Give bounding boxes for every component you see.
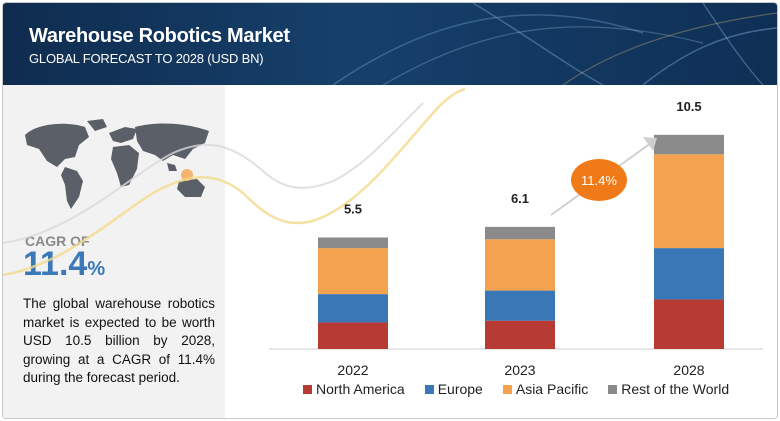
legend-label: Europe	[437, 381, 483, 397]
bar-2028-europe	[654, 248, 724, 300]
chart-legend: North America Europe Asia Pacific Rest of t…	[303, 381, 749, 397]
legend-item-north-america: North America	[303, 381, 405, 397]
bar-2023-north-america	[485, 320, 555, 349]
light-streaks-decoration	[332, 3, 777, 85]
bar-2022-asia-pacific	[318, 248, 388, 295]
cagr-value: 11.4%	[23, 245, 105, 284]
total-label-2028: 10.5	[676, 99, 701, 114]
page-subtitle: GLOBAL FORECAST TO 2028 (USD BN)	[29, 51, 264, 66]
bar-2023-europe	[485, 290, 555, 321]
bar-2022-north-america	[318, 322, 388, 349]
world-map-icon	[25, 119, 209, 209]
bar-2023-rest-of-the-world	[485, 226, 555, 240]
cagr-bubble	[571, 159, 627, 201]
x-tick-label-2022: 2022	[337, 362, 368, 378]
bar-2022-europe	[318, 294, 388, 323]
stacked-bar-chart: 2022 2023 2028 5.5 6.1 10.5 11.4%	[3, 87, 763, 378]
x-tick-label-2028: 2028	[673, 362, 704, 378]
cagr-unit: %	[87, 258, 106, 280]
header-banner: Warehouse Robotics Market GLOBAL FORECAS…	[3, 3, 777, 85]
legend-swatch	[608, 384, 618, 394]
cagr-bubble-label: 11.4%	[581, 173, 617, 188]
legend-swatch	[502, 384, 512, 394]
legend-label: Rest of the World	[621, 381, 730, 397]
decorative-swoosh-gold	[3, 87, 466, 277]
bar-2023-asia-pacific	[485, 239, 555, 291]
cagr-label: CAGR OF	[25, 233, 90, 249]
legend-item-europe: Europe	[424, 381, 483, 397]
total-label-2022: 5.5	[344, 201, 362, 216]
bar-2022-rest-of-the-world	[318, 237, 388, 249]
x-tick-label-2023: 2023	[504, 362, 535, 378]
growth-arrow-head-icon	[643, 137, 657, 151]
cagr-number: 11.4	[23, 245, 88, 283]
legend-swatch	[303, 384, 312, 394]
bar-2028-north-america	[654, 299, 724, 349]
bar-2028-asia-pacific	[654, 154, 724, 249]
page-title: Warehouse Robotics Market	[29, 25, 290, 47]
legend-swatch	[424, 384, 434, 394]
market-description: The global warehouse robotics market is …	[23, 296, 215, 385]
legend-label: North America	[316, 381, 405, 397]
total-label-2023: 6.1	[511, 191, 529, 206]
bar-2028-rest-of-the-world	[654, 134, 724, 155]
legend-item-asia-pacific: Asia Pacific	[502, 381, 589, 397]
legend-label: Asia Pacific	[515, 381, 589, 397]
summary-panel: CAGR OF 11.4% The global warehouse robot…	[3, 85, 225, 418]
decorative-swoosh-grey	[3, 102, 424, 244]
legend-item-rest-of-the-world: Rest of the World	[608, 381, 729, 397]
